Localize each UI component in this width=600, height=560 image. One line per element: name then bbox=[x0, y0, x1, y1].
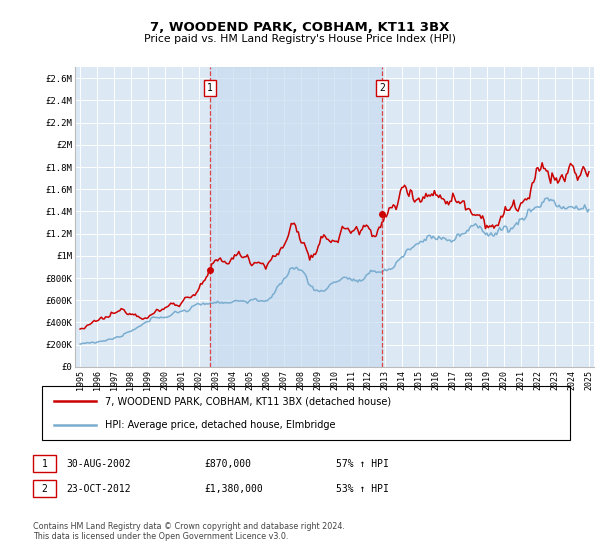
Text: 7, WOODEND PARK, COBHAM, KT11 3BX: 7, WOODEND PARK, COBHAM, KT11 3BX bbox=[151, 21, 449, 34]
Text: 1: 1 bbox=[207, 83, 213, 93]
Bar bbox=[210, 67, 382, 367]
Text: 2: 2 bbox=[41, 484, 47, 494]
Text: Price paid vs. HM Land Registry's House Price Index (HPI): Price paid vs. HM Land Registry's House … bbox=[144, 34, 456, 44]
Text: 57% ↑ HPI: 57% ↑ HPI bbox=[336, 459, 389, 469]
Text: 23-OCT-2012: 23-OCT-2012 bbox=[66, 484, 131, 494]
Text: 1: 1 bbox=[41, 459, 47, 469]
Text: 53% ↑ HPI: 53% ↑ HPI bbox=[336, 484, 389, 494]
Text: £1,380,000: £1,380,000 bbox=[204, 484, 263, 494]
Text: 2: 2 bbox=[379, 83, 385, 93]
Text: HPI: Average price, detached house, Elmbridge: HPI: Average price, detached house, Elmb… bbox=[105, 419, 335, 430]
Text: 30-AUG-2002: 30-AUG-2002 bbox=[66, 459, 131, 469]
Text: £870,000: £870,000 bbox=[204, 459, 251, 469]
Text: 7, WOODEND PARK, COBHAM, KT11 3BX (detached house): 7, WOODEND PARK, COBHAM, KT11 3BX (detac… bbox=[105, 396, 391, 407]
Text: Contains HM Land Registry data © Crown copyright and database right 2024.
This d: Contains HM Land Registry data © Crown c… bbox=[33, 522, 345, 542]
